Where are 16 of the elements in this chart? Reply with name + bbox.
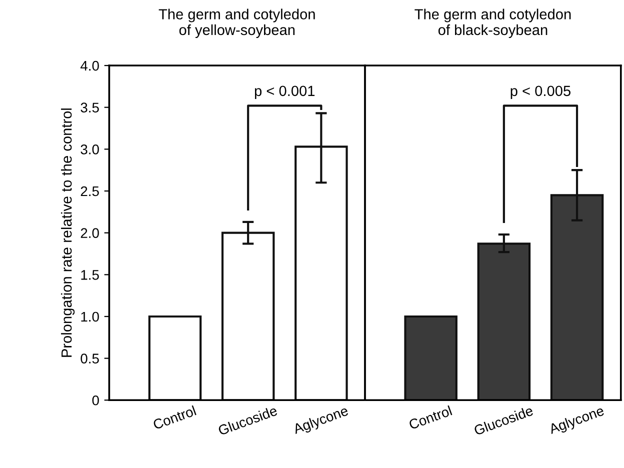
chart-title: The germ and cotyledon of black-soybean — [414, 8, 571, 38]
y-tick-label: 3.5 — [80, 102, 99, 113]
y-tick-label: 2.5 — [80, 186, 99, 196]
x-tick-label: Control — [152, 405, 196, 430]
y-tick-label: 0 — [92, 395, 99, 406]
y-tick-label: 1.5 — [81, 270, 99, 280]
y-tick-label: 2.0 — [80, 228, 99, 238]
annotation: p < 0.005 — [510, 86, 570, 99]
y-axis-title: Prolongation rate relative to the control — [61, 108, 75, 357]
y-tick-label: 0.5 — [80, 354, 99, 364]
chart-title: The germ and cotyledon of yellow-soybean — [158, 8, 315, 38]
x-tick-label: Control — [408, 405, 452, 430]
y-tick-label: 1.0 — [81, 312, 99, 322]
y-tick-label: 3.0 — [80, 144, 99, 154]
y-tick-label: 4.0 — [80, 60, 99, 71]
annotation: p < 0.001 — [254, 86, 315, 99]
